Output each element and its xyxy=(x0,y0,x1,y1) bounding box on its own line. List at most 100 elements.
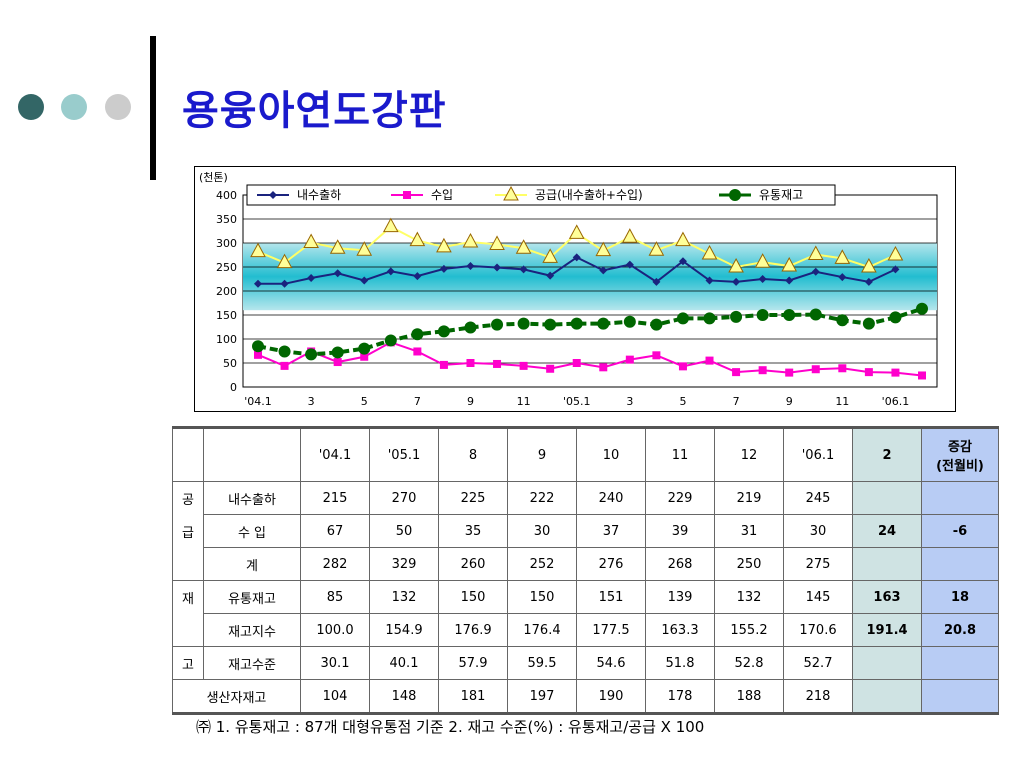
data-point xyxy=(732,277,741,286)
data-point xyxy=(599,266,608,275)
row-label-cell: 생산자재고 xyxy=(172,679,301,714)
header-cell: 8 xyxy=(438,427,508,482)
header-cell: 2 xyxy=(852,427,922,482)
table-cell: 260 xyxy=(438,547,508,581)
header-cell: 증감 (전월비) xyxy=(921,427,999,482)
data-point xyxy=(519,361,528,370)
data-point xyxy=(466,359,475,367)
x-tick-label: 9 xyxy=(786,395,793,408)
data-point xyxy=(648,241,665,256)
table-cell: 52.7 xyxy=(783,646,853,680)
table-cell: 50 xyxy=(369,514,439,548)
table-cell: 275 xyxy=(783,547,853,581)
data-point xyxy=(622,228,638,243)
title-divider xyxy=(150,36,156,180)
table-cell: 30 xyxy=(507,514,577,548)
data-point xyxy=(280,361,289,370)
table-cell: 240 xyxy=(576,481,646,515)
table-cell: 176.4 xyxy=(507,613,577,647)
row-label-cell: 수 입 xyxy=(203,514,301,548)
data-point xyxy=(864,277,873,286)
data-point xyxy=(491,318,504,331)
table-cell: 31 xyxy=(714,514,784,548)
data-point xyxy=(625,260,634,269)
legend-label: 내수출하 xyxy=(297,188,341,202)
y-tick-label: 350 xyxy=(216,213,237,226)
data-point xyxy=(783,309,796,321)
table-cell: 215 xyxy=(300,481,370,515)
group-cell xyxy=(172,613,204,647)
data-point xyxy=(623,315,636,328)
header-cell xyxy=(203,427,301,482)
header-cell: 9 xyxy=(507,427,577,482)
line-chart: 0 50 100 150 200 250 300 350 400 (천톤) '04.1 3 5 7 9 11 '… xyxy=(194,166,956,412)
table-cell: 176.9 xyxy=(438,613,508,647)
data-point xyxy=(785,276,794,285)
data-point xyxy=(652,351,661,360)
value-2-cell: 163 xyxy=(852,580,922,614)
table-cell: 145 xyxy=(783,580,853,614)
y-tick-label: 0 xyxy=(230,381,237,394)
value-2-cell xyxy=(852,481,922,515)
header-cell: '04.1 xyxy=(300,427,370,482)
data-point xyxy=(466,262,475,271)
data-point xyxy=(382,217,399,233)
table-cell: 177.5 xyxy=(576,613,646,647)
table-cell: 104 xyxy=(300,679,370,714)
table-cell: 229 xyxy=(645,481,715,515)
x-tick-label: 9 xyxy=(467,395,474,408)
x-tick-label: 3 xyxy=(308,395,315,408)
data-point xyxy=(595,241,612,257)
data-point xyxy=(403,191,411,199)
change-cell xyxy=(921,646,999,680)
data-point xyxy=(413,347,422,356)
group-cell: 공 xyxy=(172,481,204,515)
change-cell: 18 xyxy=(921,580,999,614)
data-point xyxy=(891,265,900,274)
header-cell: 11 xyxy=(645,427,715,482)
data-point xyxy=(809,308,822,321)
row-label-cell: 재고수준 xyxy=(203,646,301,680)
data-point xyxy=(625,355,634,364)
data-point xyxy=(276,253,293,269)
table-cell: 40.1 xyxy=(369,646,439,680)
table-row: 재고지수 100.0 154.9 176.9 176.4 177.5 163.3 155.2 1… xyxy=(172,613,999,647)
data-point xyxy=(570,317,583,330)
x-tick-label: 11 xyxy=(835,395,849,408)
data-point xyxy=(546,271,555,280)
legend-label: 유통재고 xyxy=(759,188,803,202)
data-table: '04.1'05.1 8 9 10 11 12'06.1 2 증감 (전월비) 공 내수출하 21… xyxy=(172,426,999,715)
table-row: 계 282 329 260 252 276 268 250 275 xyxy=(172,547,999,581)
data-point xyxy=(597,317,610,330)
data-point xyxy=(307,274,316,283)
group-cell: 재 xyxy=(172,580,204,614)
table-cell: 39 xyxy=(645,514,715,548)
data-point xyxy=(864,368,873,377)
data-point xyxy=(781,256,798,272)
table-row: 공 내수출하 215 270 225 222 240 229 219 245 xyxy=(172,481,999,515)
table-cell: 59.5 xyxy=(507,646,577,680)
value-2-cell xyxy=(852,547,922,581)
data-point xyxy=(464,321,477,334)
data-point xyxy=(411,328,424,341)
table-cell: 57.9 xyxy=(438,646,508,680)
data-point xyxy=(439,264,448,273)
data-point xyxy=(439,360,448,369)
data-point xyxy=(836,314,849,327)
data-point xyxy=(916,302,928,315)
change-cell: -6 xyxy=(921,514,999,548)
table-cell: 219 xyxy=(714,481,784,515)
data-point xyxy=(515,239,532,254)
data-point xyxy=(730,310,743,323)
x-tick-label: 3 xyxy=(626,395,633,408)
y-tick-label: 50 xyxy=(223,357,237,370)
x-tick-label: 7 xyxy=(414,395,421,408)
data-point xyxy=(650,318,663,331)
table-row: 생산자재고 104 148 181 197 190 178 188 218 xyxy=(172,679,999,714)
y-tick-label: 250 xyxy=(216,261,237,274)
data-point xyxy=(305,348,318,361)
data-point xyxy=(811,267,820,276)
table-cell: 132 xyxy=(369,580,439,614)
x-tick-label: '06.1 xyxy=(882,395,910,408)
